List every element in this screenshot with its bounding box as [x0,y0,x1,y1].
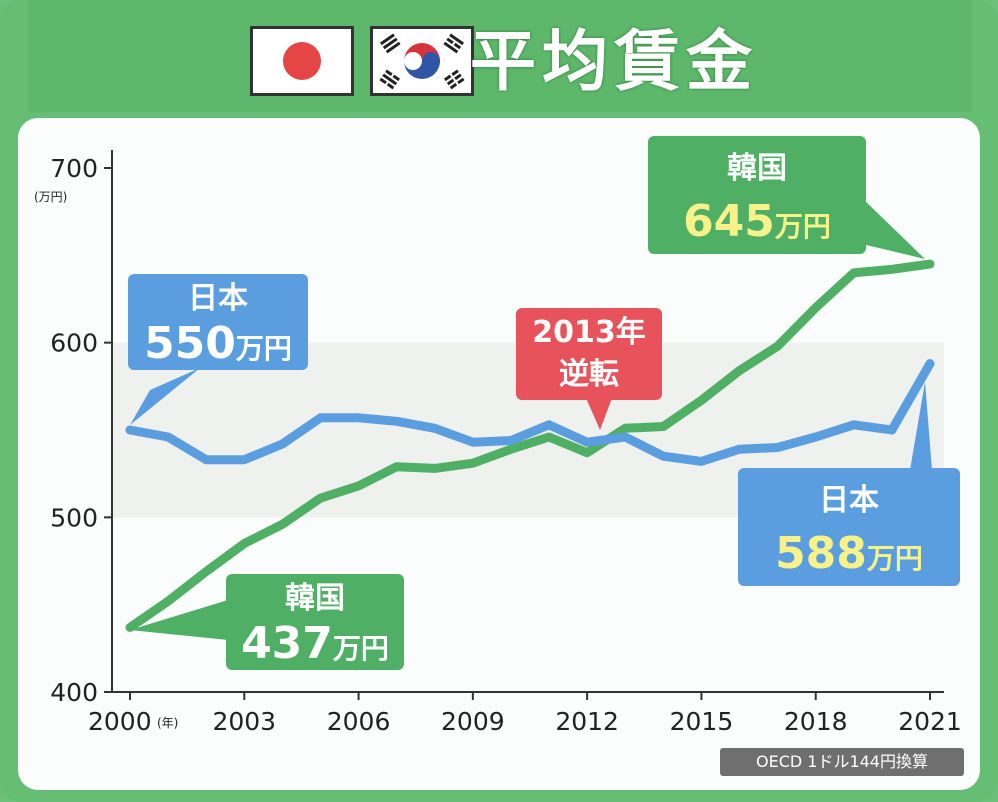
y-tick-label: 500 [50,503,98,532]
y-unit-label: (万円) [34,190,67,204]
callout-korea-end-value: 645万円 [683,196,831,247]
callout-japan-end-name: 日本 [819,483,879,518]
korea-flag-taegeuk [404,43,440,79]
korea-flag-trigrams [379,33,465,90]
callout-reversal: 2013年 逆転 [516,308,662,430]
japan-flag-disc [283,42,321,80]
x-tick-label: 2018 [784,707,848,736]
y-tick-label: 400 [50,678,98,707]
x-tick-label: 2000 [88,707,152,736]
axes [111,150,944,693]
x-tick-label: 2009 [441,707,505,736]
callout-japan-start-value: 550万円 [144,318,292,369]
callout-japan-end: 日本 588万円 [738,382,960,586]
x-tick-label: 2003 [212,707,276,736]
y-ticks: 400 500 600 700 [50,154,112,707]
page-title: 平均賃金 [470,23,758,100]
korea-flag [370,26,474,96]
callout-korea-start: 韓国 437万円 [130,574,404,670]
source-note: OECD 1ドル144円換算 [720,748,964,776]
callout-korea-start-value: 437万円 [241,618,389,669]
series-line-korea [125,259,935,632]
y-tick-label: 600 [50,329,98,358]
callout-japan-start: 日本 550万円 [128,274,308,425]
x-tick-label: 2006 [327,707,391,736]
x-tick-label: 2012 [555,707,619,736]
callout-japan-end-value: 588万円 [775,528,923,579]
callout-reversal-label: 逆転 [559,357,619,392]
callout-korea-end-name: 韓国 [727,151,787,186]
x-tick-label: 2021 [898,707,962,736]
callout-japan-start-name: 日本 [188,281,248,316]
japan-flag [250,26,354,96]
callout-korea-start-name: 韓国 [285,581,345,616]
x-unit-label: (年) [157,716,178,730]
x-tick-label: 2015 [670,707,734,736]
y-tick-label: 700 [50,154,98,183]
callout-reversal-year: 2013年 [532,315,646,350]
x-ticks: 2000 2003 2006 2009 2012 2015 2018 2021 [88,692,962,736]
callout-korea-end: 韓国 645万円 [648,136,925,259]
header [28,0,972,112]
series-lines [125,259,935,632]
series-line-japan [125,359,935,466]
